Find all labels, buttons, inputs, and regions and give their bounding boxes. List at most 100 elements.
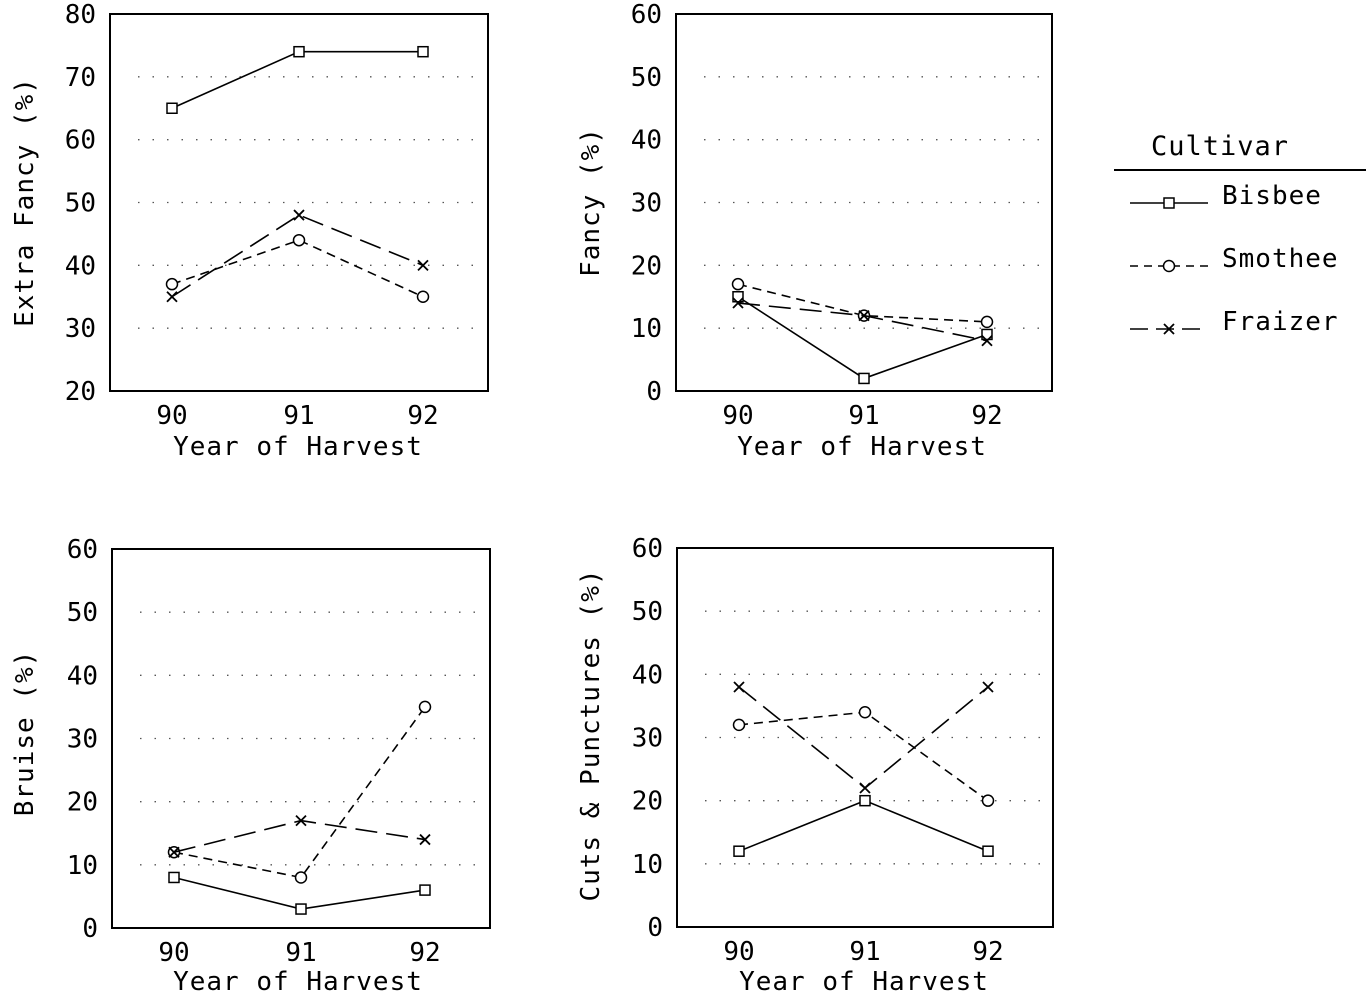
y-tick-label: 60 <box>632 534 663 564</box>
series-line-fraizer <box>171 214 424 298</box>
data-point-bisbee <box>419 884 431 896</box>
data-point-smothee <box>416 290 430 303</box>
y-axis-title: Cuts & Punctures (%) <box>576 568 606 901</box>
y-tick-label: 10 <box>632 850 663 880</box>
x-tick-label: 90 <box>722 401 753 431</box>
y-tick-label: 40 <box>631 126 662 156</box>
x-tick-label: 91 <box>285 938 316 968</box>
x-tick-label: 91 <box>283 401 314 431</box>
y-axis-title: Extra Fancy (%) <box>10 77 40 327</box>
data-point-fraizer <box>733 681 745 693</box>
y-tick-label: 50 <box>65 189 96 219</box>
x-axis-title: Year of Harvest <box>173 432 423 462</box>
panel-bruise: Bruise (%) Year of Harvest 0 10 20 30 40 50 60… <box>10 535 491 995</box>
x-tick-label: 92 <box>972 937 1003 967</box>
series-line-bisbee <box>737 296 988 380</box>
series-line-smothee <box>171 239 424 298</box>
data-point-fraizer <box>981 335 993 347</box>
panel-extra-fancy: Extra Fancy (%) Year of Harvest 20 30 40 50… <box>10 0 489 462</box>
data-point-bisbee <box>982 845 994 857</box>
data-point-smothee <box>980 315 994 329</box>
data-point-fraizer <box>858 309 870 322</box>
x-tick-label: 92 <box>409 938 440 968</box>
x-tick-label: 92 <box>971 401 1002 431</box>
panel-cuts-punctures: Cuts & Punctures (%) Year of Harvest 0 10… <box>576 534 1054 995</box>
x-axis-title: Year of Harvest <box>173 967 423 995</box>
series-line-smothee <box>737 283 988 323</box>
data-point-fraizer <box>166 291 178 303</box>
legend-marker-bisbee <box>1163 197 1175 209</box>
data-point-smothee <box>858 705 872 719</box>
y-tick-label: 70 <box>65 63 96 93</box>
y-axis-title: Fancy (%) <box>576 127 606 277</box>
y-tick-label: 20 <box>65 377 96 407</box>
x-tick-label: 90 <box>158 938 189 968</box>
y-tick-label: 50 <box>67 598 98 628</box>
legend: Cultivar Bisbee Smothee Fraizer <box>1114 131 1366 337</box>
y-tick-label: 40 <box>65 251 96 281</box>
data-point-fraizer <box>859 782 871 794</box>
plot-frame <box>676 547 1054 928</box>
legend-marker-smothee <box>1162 259 1176 273</box>
y-tick-label: 30 <box>67 725 98 755</box>
legend-marker-fraizer <box>1163 323 1175 335</box>
data-point-bisbee <box>733 845 745 857</box>
data-point-bisbee <box>417 45 429 58</box>
series-line-smothee <box>173 706 426 879</box>
data-point-bisbee <box>981 328 993 341</box>
y-tick-label: 20 <box>67 788 98 818</box>
y-tick-label: 30 <box>65 314 96 344</box>
data-point-fraizer <box>293 209 305 221</box>
data-point-fraizer <box>732 297 744 309</box>
data-point-smothee <box>294 871 308 884</box>
legend-title: Cultivar <box>1151 131 1289 162</box>
x-tick-label: 91 <box>849 937 880 967</box>
data-point-smothee <box>981 794 995 807</box>
data-point-bisbee <box>295 903 307 915</box>
legend-label-fraizer: Fraizer <box>1222 307 1339 337</box>
y-tick-label: 40 <box>632 660 663 690</box>
series-line-bisbee <box>171 50 423 109</box>
data-point-bisbee <box>859 794 871 807</box>
data-point-fraizer <box>417 259 429 271</box>
y-tick-label: 60 <box>67 535 98 565</box>
data-point-smothee <box>418 700 432 714</box>
y-tick-label: 50 <box>631 63 662 93</box>
legend-label-smothee: Smothee <box>1222 244 1339 274</box>
y-tick-label: 80 <box>65 0 96 30</box>
data-point-bisbee <box>858 372 870 385</box>
x-axis-title: Year of Harvest <box>737 432 987 462</box>
y-tick-label: 10 <box>67 851 98 881</box>
data-point-fraizer <box>419 833 431 846</box>
data-point-bisbee <box>166 102 178 114</box>
plot-frame <box>675 13 1053 392</box>
data-point-fraizer <box>168 846 180 858</box>
y-tick-label: 20 <box>632 787 663 817</box>
y-tick-label: 30 <box>631 189 662 219</box>
y-tick-label: 20 <box>631 251 662 281</box>
data-point-smothee <box>732 718 746 732</box>
data-point-smothee <box>292 233 306 247</box>
data-point-fraizer <box>982 681 994 693</box>
series-line-bisbee <box>738 799 989 852</box>
y-tick-label: 60 <box>65 126 96 156</box>
y-tick-label: 40 <box>67 661 98 691</box>
y-tick-label: 10 <box>631 314 662 344</box>
data-point-bisbee <box>293 45 305 58</box>
y-tick-label: 50 <box>632 597 663 627</box>
x-tick-label: 91 <box>848 401 879 431</box>
y-tick-label: 0 <box>646 377 662 407</box>
plot-frame <box>111 548 491 929</box>
plot-frame <box>109 13 489 392</box>
x-tick-label: 90 <box>723 937 754 967</box>
legend-label-bisbee: Bisbee <box>1222 181 1322 211</box>
panel-fancy: Fancy (%) Year of Harvest 0 10 20 30 40 50 60 9… <box>576 0 1053 462</box>
y-tick-label: 0 <box>82 914 98 944</box>
series-line-fraizer <box>173 819 426 853</box>
y-axis-title: Bruise (%) <box>10 650 40 817</box>
y-tick-label: 60 <box>631 0 662 30</box>
y-tick-label: 30 <box>632 724 663 754</box>
x-tick-label: 90 <box>156 401 187 431</box>
y-tick-label: 0 <box>647 913 663 943</box>
